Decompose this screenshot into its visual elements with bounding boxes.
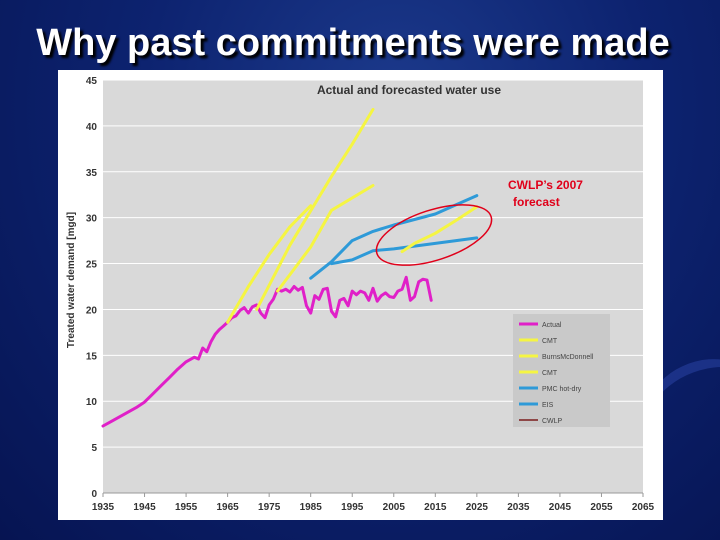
x-tick-label: 1965 bbox=[216, 502, 239, 513]
slide-title: Why past commitments were made bbox=[36, 22, 670, 64]
legend-label: Actual bbox=[542, 322, 562, 329]
legend-label: CMT bbox=[542, 338, 558, 345]
x-tick-label: 1985 bbox=[300, 502, 323, 513]
y-tick-label: 30 bbox=[86, 214, 98, 225]
legend-label: CWLP bbox=[542, 418, 563, 425]
x-tick-label: 2065 bbox=[632, 502, 655, 513]
y-axis-label: Treated water demand [mgd] bbox=[66, 212, 77, 348]
x-tick-label: 2005 bbox=[383, 502, 406, 513]
y-axis-ticks: 0 5 10 15 20 25 30 35 40 45 bbox=[86, 76, 98, 500]
annotation-line1: CWLP’s 2007 bbox=[508, 178, 583, 192]
x-tick-label: 1955 bbox=[175, 502, 198, 513]
x-tick-label: 1945 bbox=[133, 502, 156, 513]
y-tick-label: 45 bbox=[86, 76, 98, 87]
x-tick-label: 1935 bbox=[92, 502, 115, 513]
cwlp-forecast-ellipse bbox=[375, 204, 493, 266]
x-tick-label: 2025 bbox=[466, 502, 489, 513]
annotation-line2: forecast bbox=[513, 195, 560, 209]
y-tick-label: 0 bbox=[91, 489, 97, 500]
series-line-actual bbox=[101, 275, 433, 428]
plot-area bbox=[103, 80, 643, 493]
legend-label: BurnsMcDonnell bbox=[542, 354, 594, 361]
legend-label: PMC hot-dry bbox=[542, 386, 582, 393]
series-line-pmc-hot-dry bbox=[309, 194, 479, 280]
x-tick-label: 1995 bbox=[341, 502, 364, 513]
y-tick-label: 35 bbox=[86, 168, 98, 179]
x-axis-ticks: 1935 1945 1955 1965 1975 1985 1995 2005 2015 2025… bbox=[92, 492, 655, 513]
y-tick-label: 5 bbox=[91, 443, 97, 454]
y-tick-label: 10 bbox=[86, 397, 98, 408]
x-tick-label: 2035 bbox=[507, 502, 530, 513]
x-tick-label: 2015 bbox=[424, 502, 447, 513]
y-tick-label: 15 bbox=[86, 351, 98, 362]
series-lines bbox=[101, 107, 479, 428]
x-tick-label: 2045 bbox=[549, 502, 572, 513]
y-tick-label: 25 bbox=[86, 260, 98, 271]
legend-label: EIS bbox=[542, 402, 554, 409]
chart-title: Actual and forecasted water use bbox=[317, 83, 501, 97]
legend-label: CMT bbox=[542, 370, 558, 377]
series-line-cwlp bbox=[400, 205, 479, 254]
legend: Actual CMT BurnsMcDonnell CMT PMC hot-dry EIS… bbox=[513, 314, 610, 427]
gridlines bbox=[103, 79, 643, 494]
series-line-cmt bbox=[276, 184, 375, 293]
x-tick-label: 1975 bbox=[258, 502, 281, 513]
y-tick-label: 40 bbox=[86, 122, 98, 133]
series-line-cmt bbox=[226, 204, 313, 324]
chart-panel: 0 5 10 15 20 25 30 35 40 45 1935 1945 1955 1965 1975 1… bbox=[58, 70, 663, 520]
series-line-eis bbox=[330, 236, 479, 266]
y-tick-label: 20 bbox=[86, 305, 98, 316]
x-tick-label: 2055 bbox=[590, 502, 613, 513]
series-line-burnsmcdonnell bbox=[255, 107, 375, 311]
